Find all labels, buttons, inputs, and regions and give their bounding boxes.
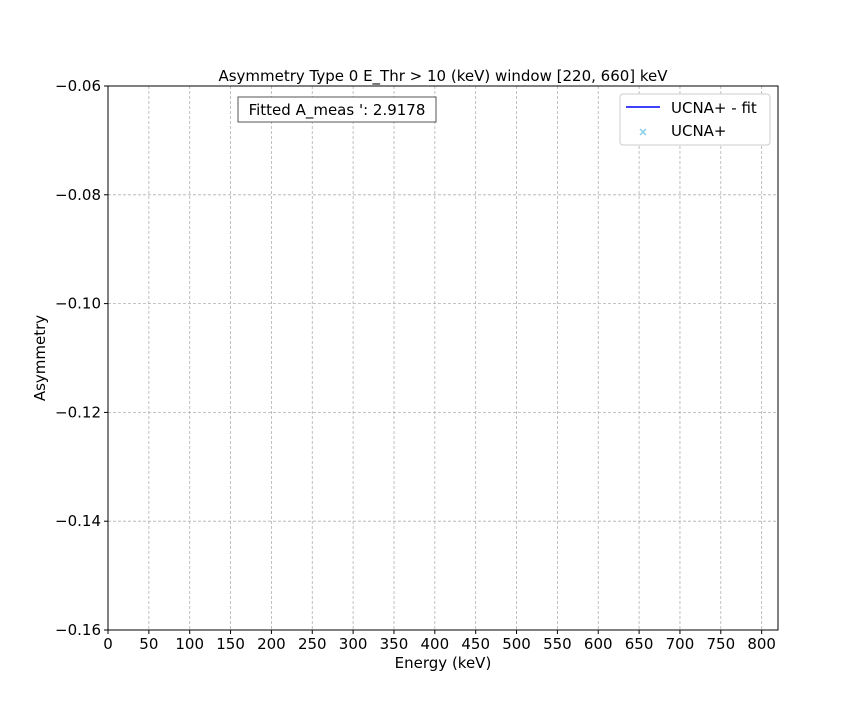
y-axis-label: Asymmetry xyxy=(31,315,49,401)
x-gridlines xyxy=(107,86,763,630)
y-tick-label: −0.16 xyxy=(55,621,101,639)
chart-title: Asymmetry Type 0 E_Thr > 10 (keV) window… xyxy=(218,67,668,86)
x-tick-label: 700 xyxy=(666,635,695,653)
x-tick-label: 300 xyxy=(339,635,368,653)
legend-x-marker xyxy=(639,128,647,136)
x-tick-label: 600 xyxy=(584,635,613,653)
x-tick-label: 200 xyxy=(257,635,286,653)
legend-label-fit: UCNA+ - fit xyxy=(671,99,757,117)
x-tick-label: 250 xyxy=(298,635,327,653)
x-tick-label: 650 xyxy=(625,635,654,653)
x-tick-label: 450 xyxy=(461,635,490,653)
y-tick-label: −0.12 xyxy=(55,403,101,421)
y-ticks: −0.16 −0.14 −0.12 −0.10 −0.08 −0.06 xyxy=(55,77,108,639)
y-tick-label: −0.08 xyxy=(55,186,101,204)
legend-label-data: UCNA+ xyxy=(671,122,727,140)
annotation-box: Fitted A_meas ': 2.9178 xyxy=(237,96,437,123)
y-tick-label: −0.06 xyxy=(55,77,101,95)
x-tick-label: 350 xyxy=(380,635,409,653)
x-tick-label: 550 xyxy=(543,635,572,653)
plot-area-frame xyxy=(107,85,779,631)
annotation-text: Fitted A_meas ': 2.9178 xyxy=(249,101,426,120)
x-tick-label: 0 xyxy=(103,635,113,653)
annotation-frame xyxy=(237,96,437,123)
x-tick-label: 800 xyxy=(747,635,776,653)
x-tick-label: 750 xyxy=(706,635,735,653)
y-tick-label: −0.10 xyxy=(55,295,101,313)
y-tick-label: −0.14 xyxy=(55,512,101,530)
x-tick-label: 50 xyxy=(139,635,158,653)
x-tick-label: 150 xyxy=(216,635,245,653)
x-axis-label: Energy (keV) xyxy=(395,654,492,672)
legend: UCNA+ - fit UCNA+ xyxy=(619,93,771,146)
x-tick-label: 100 xyxy=(175,635,204,653)
y-gridlines xyxy=(108,85,778,631)
x-tick-label: 400 xyxy=(421,635,450,653)
x-ticks: 0 50 100 150 200 250 300 350 400 450 500 550 600 650 7… xyxy=(103,630,776,653)
x-tick-label: 500 xyxy=(502,635,531,653)
